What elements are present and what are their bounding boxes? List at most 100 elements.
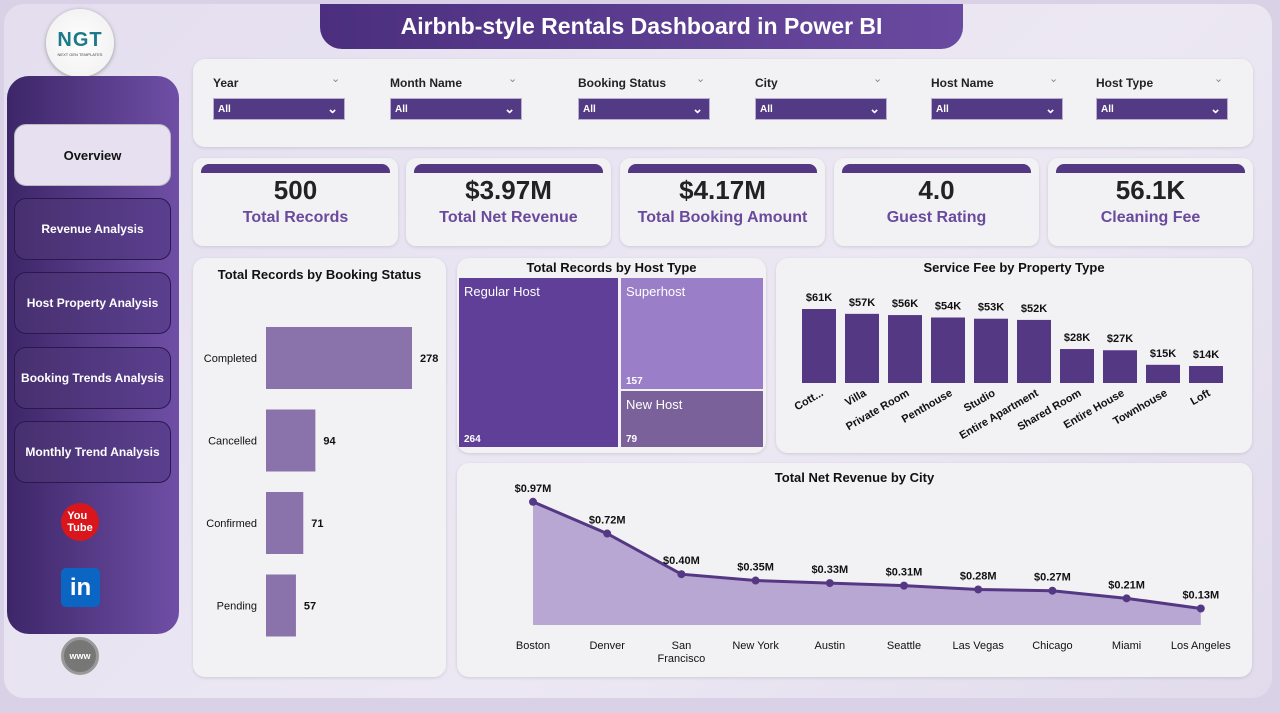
page-title: Airbnb-style Rentals Dashboard in Power … xyxy=(320,4,963,49)
youtube-icon[interactable]: You Tube xyxy=(61,503,99,541)
data-label: $27K xyxy=(1107,333,1133,345)
filter-dropdown[interactable]: All ⌄ xyxy=(390,98,522,120)
bar xyxy=(845,313,879,383)
category-label: Los Angeles xyxy=(1171,640,1231,652)
category-label: Francisco xyxy=(658,653,706,665)
chevron-down-icon[interactable]: ⌄ xyxy=(1049,73,1059,85)
data-label: $54K xyxy=(935,300,961,312)
kpi-accent-bar xyxy=(1056,164,1245,173)
filter-dropdown[interactable]: All ⌄ xyxy=(213,98,345,120)
chart-title: Total Records by Booking Status xyxy=(217,267,422,282)
nav-monthly-trend-analysis[interactable]: Monthly Trend Analysis xyxy=(14,421,171,483)
data-point xyxy=(603,529,612,538)
data-point xyxy=(974,585,983,594)
data-label: $52K xyxy=(1021,303,1047,315)
chevron-down-icon: ⌄ xyxy=(1045,101,1056,116)
bar xyxy=(1017,319,1051,383)
filter-label: Host Name xyxy=(931,76,994,90)
data-label: $28K xyxy=(1064,332,1090,344)
filter-dropdown[interactable]: All ⌄ xyxy=(1096,98,1228,120)
kpi-card: 56.1K Cleaning Fee xyxy=(1048,158,1253,246)
chart-title: Total Records by Host Type xyxy=(526,260,697,275)
category-label: Las Vegas xyxy=(953,640,1005,652)
data-label: $0.40M xyxy=(663,555,700,567)
kpi-card: $3.97M Total Net Revenue xyxy=(406,158,611,246)
category-label: Boston xyxy=(516,640,550,652)
chevron-down-icon[interactable]: ⌄ xyxy=(1214,73,1224,85)
kpi-card: 4.0 Guest Rating xyxy=(834,158,1039,246)
filter-label: Host Type xyxy=(1096,76,1154,90)
data-label: 278 xyxy=(420,353,438,365)
chevron-down-icon[interactable]: ⌄ xyxy=(331,73,341,85)
filter-label: Year xyxy=(213,76,239,90)
filter-panel xyxy=(193,59,1253,147)
data-label: $15K xyxy=(1150,348,1176,360)
data-point xyxy=(1122,594,1131,603)
data-label: $0.21M xyxy=(1108,579,1145,591)
linkedin-icon[interactable]: in xyxy=(61,568,100,607)
chart-title: Total Net Revenue by City xyxy=(774,470,935,485)
bar xyxy=(266,409,316,472)
treemap-tile xyxy=(621,278,763,389)
bar xyxy=(266,492,304,554)
bar xyxy=(1189,366,1223,383)
kpi-accent-bar xyxy=(628,164,817,173)
chevron-down-icon: ⌄ xyxy=(504,101,515,116)
data-label: $61K xyxy=(806,292,832,304)
bar xyxy=(266,574,296,637)
bar xyxy=(1103,350,1137,383)
bar xyxy=(802,309,836,383)
category-label: Villa xyxy=(843,387,869,409)
category-label: Loft xyxy=(1189,387,1213,408)
category-label: Cott... xyxy=(793,387,826,413)
data-label: 94 xyxy=(323,436,336,448)
city-revenue-chart: Total Net Revenue by City $0.97M Boston $0… xyxy=(457,463,1252,677)
kpi-card: 500 Total Records xyxy=(193,158,398,246)
filter-dropdown[interactable]: All ⌄ xyxy=(931,98,1063,120)
data-label: 71 xyxy=(311,518,323,530)
treemap-tile xyxy=(621,391,763,447)
data-point xyxy=(751,576,760,585)
tile-value: 157 xyxy=(626,376,643,387)
bar xyxy=(931,317,965,383)
bar xyxy=(974,318,1008,383)
tile-label: Regular Host xyxy=(464,284,540,299)
data-label: $53K xyxy=(978,302,1004,314)
data-label: $14K xyxy=(1193,349,1219,361)
nav-overview[interactable]: Overview xyxy=(14,124,171,186)
data-label: $0.28M xyxy=(960,570,997,582)
website-icon[interactable]: www xyxy=(61,637,99,675)
filter-dropdown[interactable]: All ⌄ xyxy=(578,98,710,120)
data-label: $0.97M xyxy=(515,483,552,495)
nav-booking-trends-analysis[interactable]: Booking Trends Analysis xyxy=(14,347,171,409)
bar xyxy=(1146,364,1180,383)
category-label: Cancelled xyxy=(208,436,257,448)
bar xyxy=(266,327,412,389)
data-label: $0.35M xyxy=(737,562,774,574)
data-point xyxy=(1048,586,1057,595)
nav-host-property-analysis[interactable]: Host Property Analysis xyxy=(14,272,171,334)
nav-revenue-analysis[interactable]: Revenue Analysis xyxy=(14,198,171,260)
kpi-label: Total Records xyxy=(242,209,349,226)
data-point xyxy=(825,579,834,588)
tile-label: New Host xyxy=(626,397,683,412)
kpi-accent-bar xyxy=(201,164,390,173)
chevron-down-icon: ⌄ xyxy=(1210,101,1221,116)
kpi-value: $3.97M xyxy=(465,175,552,205)
kpi-accent-bar xyxy=(414,164,603,173)
chevron-down-icon[interactable]: ⌄ xyxy=(508,73,518,85)
filter-dropdown[interactable]: All ⌄ xyxy=(755,98,887,120)
data-label: $0.72M xyxy=(589,515,626,527)
chevron-down-icon[interactable]: ⌄ xyxy=(696,73,706,85)
kpi-value: 4.0 xyxy=(918,175,955,205)
tile-value: 79 xyxy=(626,434,638,445)
area xyxy=(533,501,1201,625)
data-label: 57 xyxy=(304,601,316,613)
chevron-down-icon: ⌄ xyxy=(692,101,703,116)
category-label: San xyxy=(672,640,692,652)
series-line xyxy=(532,500,1202,610)
category-label: New York xyxy=(732,640,779,652)
chevron-down-icon[interactable]: ⌄ xyxy=(873,73,883,85)
kpi-accent-bar xyxy=(842,164,1031,173)
data-label: $56K xyxy=(892,298,918,310)
